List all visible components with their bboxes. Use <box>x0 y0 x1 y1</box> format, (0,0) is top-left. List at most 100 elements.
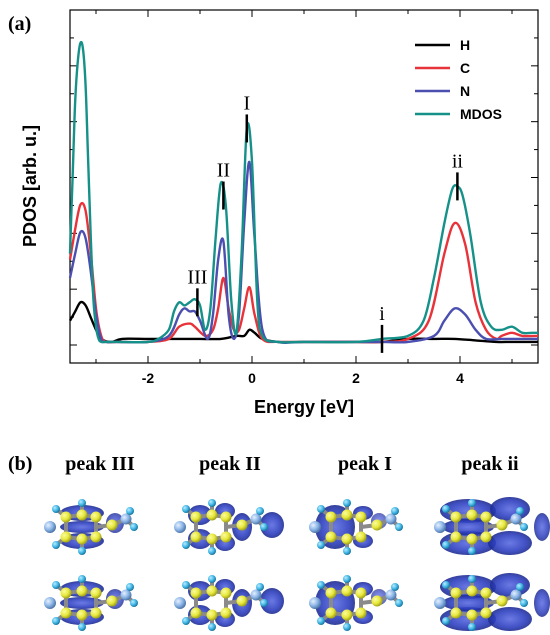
atom-sphere <box>250 589 262 601</box>
atom-sphere <box>516 583 524 591</box>
atom-sphere <box>78 547 86 555</box>
atom-sphere <box>130 599 138 607</box>
atom-sphere <box>182 581 190 589</box>
atom-sphere <box>260 523 268 531</box>
orbital-isosurface <box>174 575 284 631</box>
atom-sphere <box>317 541 325 549</box>
orbital-lobe <box>490 573 530 597</box>
atom-sphere <box>78 575 86 583</box>
orbital-isosurface <box>434 573 550 631</box>
peak-marker-label: i <box>379 303 385 325</box>
legend-label: MDOS <box>460 106 502 122</box>
atom-sphere <box>260 599 268 607</box>
orbital-lobe <box>490 497 530 521</box>
atom-sphere <box>496 595 508 607</box>
atom-sphere <box>317 617 325 625</box>
legend: HCN MDOS <box>415 37 502 122</box>
orbital-column-title: peak II <box>199 453 261 475</box>
atom-sphere <box>190 531 202 543</box>
atom-sphere <box>52 617 60 625</box>
atom-sphere <box>182 617 190 625</box>
peak-marker-label: II <box>217 160 230 182</box>
legend-label: C <box>460 60 470 76</box>
atom-sphere <box>434 521 446 533</box>
atom-sphere <box>480 531 492 543</box>
orbital-lobe <box>60 597 104 609</box>
atom-sphere <box>206 509 218 521</box>
atom-sphere <box>450 587 462 599</box>
x-axis-label: Energy [eV] <box>254 397 354 417</box>
orbital-column-title: peak I <box>338 453 392 475</box>
atom-sphere <box>450 607 462 619</box>
atom-sphere <box>236 595 248 607</box>
atom-sphere <box>190 607 202 619</box>
orbital-isosurface <box>174 499 284 555</box>
atom-sphere <box>220 587 232 599</box>
atom-sphere <box>450 511 462 523</box>
orbital-isosurface <box>309 499 403 555</box>
atom-sphere <box>126 583 134 591</box>
atom-sphere <box>442 505 450 513</box>
atom-sphere <box>442 541 450 549</box>
peak-marker-label: ii <box>452 150 464 172</box>
orbital-isosurface <box>44 499 138 555</box>
atom-sphere <box>126 507 134 515</box>
atom-sphere <box>206 609 218 621</box>
atom-sphere <box>434 597 446 609</box>
atom-sphere <box>480 607 492 619</box>
atom-sphere <box>44 597 56 609</box>
atom-sphere <box>480 587 492 599</box>
atom-sphere <box>130 523 138 531</box>
atom-sphere <box>76 533 88 545</box>
atom-sphere <box>78 623 86 631</box>
atom-sphere <box>468 547 476 555</box>
atom-sphere <box>60 587 72 599</box>
atom-sphere <box>468 499 476 507</box>
orbital-lobe <box>260 588 284 614</box>
atom-sphere <box>520 523 528 531</box>
atom-sphere <box>174 597 186 609</box>
atom-sphere <box>256 583 264 591</box>
atom-sphere <box>60 531 72 543</box>
atom-sphere <box>60 607 72 619</box>
atom-sphere <box>309 597 321 609</box>
atom-sphere <box>236 519 248 531</box>
legend-label: H <box>460 37 470 53</box>
atom-sphere <box>343 623 351 631</box>
atom-sphere <box>317 505 325 513</box>
atom-sphere <box>325 511 337 523</box>
atom-sphere <box>206 533 218 545</box>
atom-sphere <box>256 507 264 515</box>
y-axis-label: PDOS [arb. u.] <box>20 125 40 247</box>
atom-sphere <box>325 531 337 543</box>
atom-sphere <box>190 587 202 599</box>
atom-sphere <box>341 585 353 597</box>
atom-sphere <box>442 617 450 625</box>
atom-sphere <box>78 499 86 507</box>
atom-sphere <box>343 499 351 507</box>
atom-sphere <box>391 583 399 591</box>
atom-sphere <box>480 511 492 523</box>
atom-sphere <box>208 575 216 583</box>
atom-sphere <box>76 585 88 597</box>
atom-sphere <box>395 523 403 531</box>
orbital-column-title: peak III <box>65 453 135 475</box>
atom-sphere <box>466 585 478 597</box>
x-tick-label: 0 <box>248 370 256 386</box>
atom-sphere <box>60 511 72 523</box>
atom-sphere <box>325 607 337 619</box>
atom-sphere <box>391 507 399 515</box>
orbital-isosurface <box>44 575 138 631</box>
atom-sphere <box>355 607 367 619</box>
orbital-column-title: peak ii <box>461 453 519 475</box>
orbital-lobe <box>260 512 284 538</box>
atom-sphere <box>174 521 186 533</box>
atom-sphere <box>52 541 60 549</box>
atom-sphere <box>442 581 450 589</box>
atom-sphere <box>355 587 367 599</box>
orbital-isosurface <box>309 575 403 631</box>
atom-sphere <box>309 521 321 533</box>
